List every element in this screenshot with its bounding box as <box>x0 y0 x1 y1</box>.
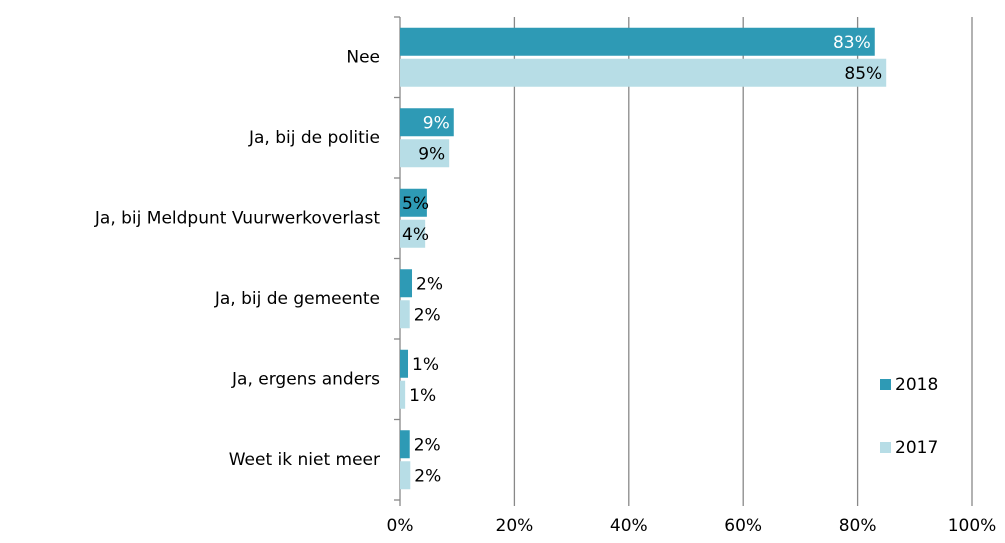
x-tick-label: 0% <box>387 516 414 536</box>
value-label: 4% <box>402 225 429 245</box>
value-label: 2% <box>414 435 441 455</box>
y-tick-label: Weet ik niet meer <box>229 450 380 470</box>
y-tick-label: Nee <box>346 47 380 67</box>
value-label: 1% <box>409 386 436 406</box>
value-label: 9% <box>423 113 450 133</box>
bar <box>400 380 406 409</box>
legend-swatch <box>880 442 891 453</box>
bar <box>400 139 450 168</box>
y-tick-label: Ja, ergens anders <box>231 369 380 389</box>
value-label: 2% <box>416 274 443 294</box>
bar <box>400 27 875 56</box>
bar <box>400 269 413 298</box>
bar <box>400 461 411 490</box>
bar <box>400 108 454 137</box>
x-tick-label: 20% <box>496 516 534 536</box>
value-label: 1% <box>412 355 439 375</box>
bar <box>400 430 410 459</box>
value-label: 2% <box>414 466 441 486</box>
legend-swatch <box>880 379 891 390</box>
y-tick-label: Ja, bij de gemeente <box>214 289 380 309</box>
x-tick-label: 80% <box>839 516 877 536</box>
x-tick-label: 100% <box>948 516 997 536</box>
legend-label: 2018 <box>895 375 938 395</box>
bar <box>400 300 410 329</box>
value-label: 2% <box>414 305 441 325</box>
y-tick-label: Ja, bij de politie <box>248 128 380 148</box>
x-tick-label: 40% <box>610 516 648 536</box>
legend-label: 2017 <box>895 438 938 458</box>
bar <box>400 58 887 87</box>
y-tick-label: Ja, bij Meldpunt Vuurwerkoverlast <box>94 208 380 228</box>
x-tick-label: 60% <box>724 516 762 536</box>
bar <box>400 349 409 378</box>
bar <box>400 219 426 248</box>
value-label: 9% <box>418 144 445 164</box>
value-label: 83% <box>833 33 871 53</box>
bar <box>400 188 427 217</box>
value-label: 5% <box>402 194 429 214</box>
value-label: 85% <box>844 64 882 84</box>
